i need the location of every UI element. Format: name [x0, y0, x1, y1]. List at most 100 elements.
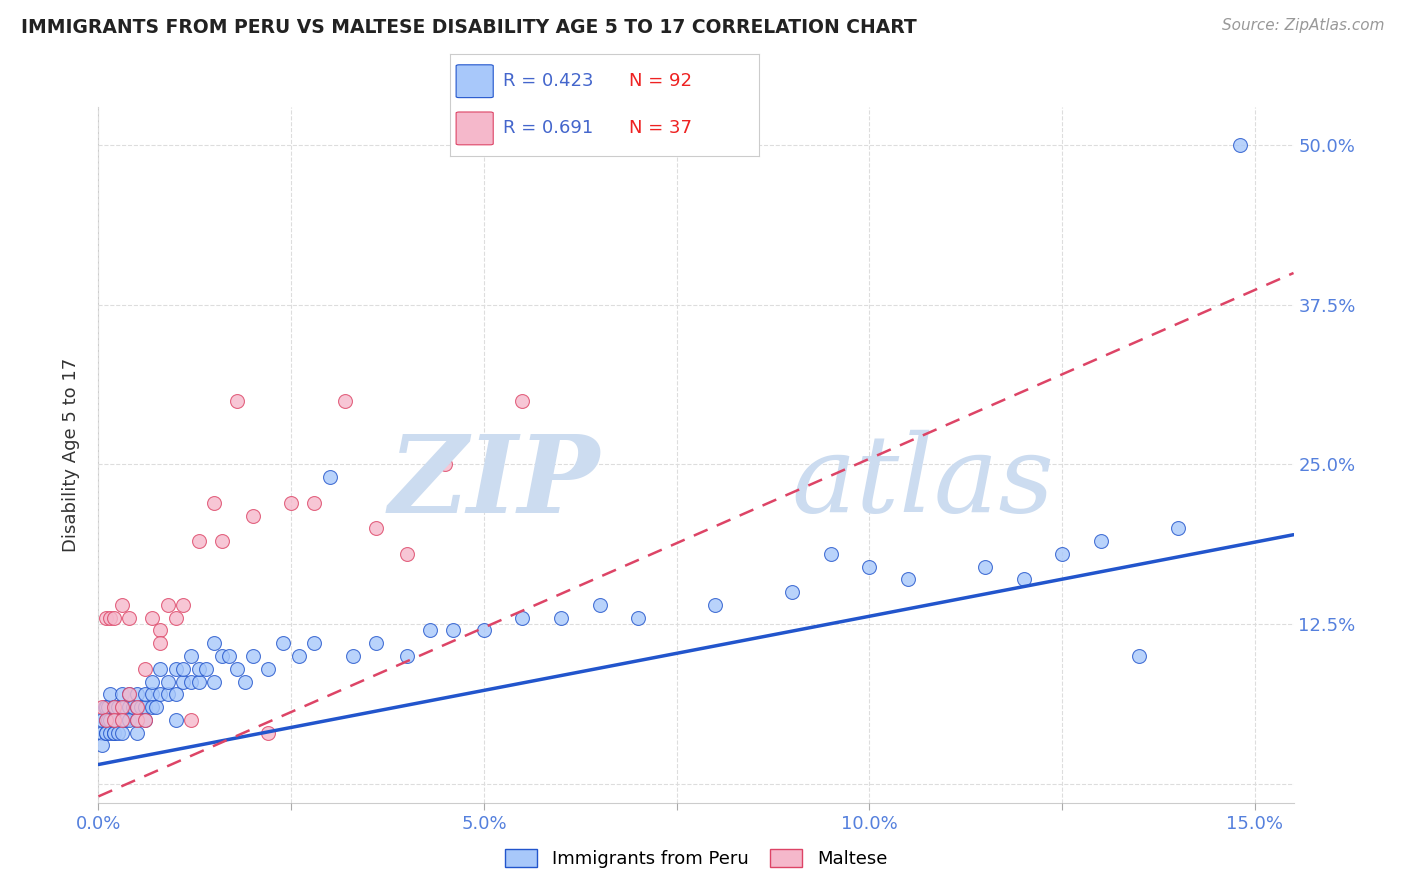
Immigrants from Peru	[242, 648, 264, 663]
Maltese	[91, 700, 114, 714]
Immigrants from Peru	[107, 700, 129, 714]
Text: atlas: atlas	[792, 430, 1054, 535]
Immigrants from Peru	[1128, 648, 1150, 663]
Immigrants from Peru	[149, 662, 172, 676]
Immigrants from Peru	[125, 700, 148, 714]
Maltese	[333, 393, 356, 408]
Maltese	[125, 713, 148, 727]
Maltese	[257, 725, 280, 739]
Immigrants from Peru	[319, 470, 342, 484]
Immigrants from Peru	[91, 739, 114, 753]
Maltese	[118, 610, 141, 624]
Maltese	[134, 662, 156, 676]
Maltese	[472, 496, 495, 510]
Immigrants from Peru	[98, 725, 121, 739]
Maltese	[149, 624, 172, 638]
Immigrants from Peru	[97, 713, 120, 727]
Maltese	[280, 496, 302, 510]
Immigrants from Peru	[104, 700, 127, 714]
Immigrants from Peru	[125, 713, 148, 727]
Maltese	[180, 713, 202, 727]
Maltese	[110, 713, 132, 727]
Immigrants from Peru	[704, 598, 727, 612]
Maltese	[125, 700, 148, 714]
Maltese	[211, 534, 233, 549]
Text: Source: ZipAtlas.com: Source: ZipAtlas.com	[1222, 18, 1385, 33]
Maltese	[434, 458, 457, 472]
Y-axis label: Disability Age 5 to 17: Disability Age 5 to 17	[62, 358, 80, 552]
Immigrants from Peru	[1229, 138, 1251, 153]
Immigrants from Peru	[94, 725, 117, 739]
Maltese	[172, 598, 194, 612]
Immigrants from Peru	[134, 687, 156, 701]
Immigrants from Peru	[141, 700, 163, 714]
Immigrants from Peru	[273, 636, 295, 650]
Immigrants from Peru	[364, 636, 387, 650]
Immigrants from Peru	[103, 713, 125, 727]
Immigrants from Peru	[897, 573, 920, 587]
Immigrants from Peru	[180, 674, 202, 689]
Text: ZIP: ZIP	[389, 430, 600, 536]
Immigrants from Peru	[103, 700, 125, 714]
Immigrants from Peru	[588, 598, 610, 612]
Immigrants from Peru	[118, 713, 141, 727]
Text: R = 0.691: R = 0.691	[502, 120, 593, 137]
Immigrants from Peru	[165, 662, 187, 676]
Immigrants from Peru	[103, 725, 125, 739]
Maltese	[110, 598, 132, 612]
Immigrants from Peru	[218, 648, 240, 663]
Immigrants from Peru	[97, 700, 120, 714]
Immigrants from Peru	[974, 559, 997, 574]
Immigrants from Peru	[91, 713, 114, 727]
Immigrants from Peru	[141, 674, 163, 689]
Immigrants from Peru	[342, 648, 364, 663]
Immigrants from Peru	[550, 610, 572, 624]
Maltese	[187, 534, 209, 549]
Maltese	[94, 610, 117, 624]
Immigrants from Peru	[172, 662, 194, 676]
Immigrants from Peru	[118, 700, 141, 714]
Immigrants from Peru	[94, 725, 117, 739]
Maltese	[110, 700, 132, 714]
Immigrants from Peru	[202, 636, 225, 650]
Immigrants from Peru	[94, 700, 117, 714]
Immigrants from Peru	[103, 725, 125, 739]
Maltese	[512, 393, 534, 408]
Immigrants from Peru	[1167, 521, 1189, 535]
Legend: Immigrants from Peru, Maltese: Immigrants from Peru, Maltese	[495, 840, 897, 877]
Immigrants from Peru	[118, 687, 141, 701]
Immigrants from Peru	[149, 687, 172, 701]
Maltese	[103, 610, 125, 624]
Immigrants from Peru	[110, 725, 132, 739]
Immigrants from Peru	[107, 725, 129, 739]
Immigrants from Peru	[114, 700, 136, 714]
Immigrants from Peru	[156, 687, 179, 701]
Immigrants from Peru	[858, 559, 880, 574]
Immigrants from Peru	[110, 700, 132, 714]
Immigrants from Peru	[165, 687, 187, 701]
Immigrants from Peru	[304, 636, 326, 650]
Maltese	[149, 636, 172, 650]
Immigrants from Peru	[288, 648, 311, 663]
Maltese	[134, 713, 156, 727]
Maltese	[242, 508, 264, 523]
Immigrants from Peru	[627, 610, 650, 624]
Immigrants from Peru	[165, 713, 187, 727]
Immigrants from Peru	[195, 662, 218, 676]
Immigrants from Peru	[782, 585, 804, 599]
Immigrants from Peru	[156, 674, 179, 689]
Maltese	[395, 547, 418, 561]
Immigrants from Peru	[91, 725, 114, 739]
Immigrants from Peru	[233, 674, 256, 689]
Immigrants from Peru	[104, 713, 127, 727]
Immigrants from Peru	[419, 624, 441, 638]
Immigrants from Peru	[257, 662, 280, 676]
Maltese	[202, 496, 225, 510]
Immigrants from Peru	[145, 700, 167, 714]
Maltese	[118, 687, 141, 701]
Immigrants from Peru	[103, 713, 125, 727]
Immigrants from Peru	[226, 662, 249, 676]
Immigrants from Peru	[122, 700, 145, 714]
Immigrants from Peru	[110, 713, 132, 727]
Immigrants from Peru	[134, 700, 156, 714]
